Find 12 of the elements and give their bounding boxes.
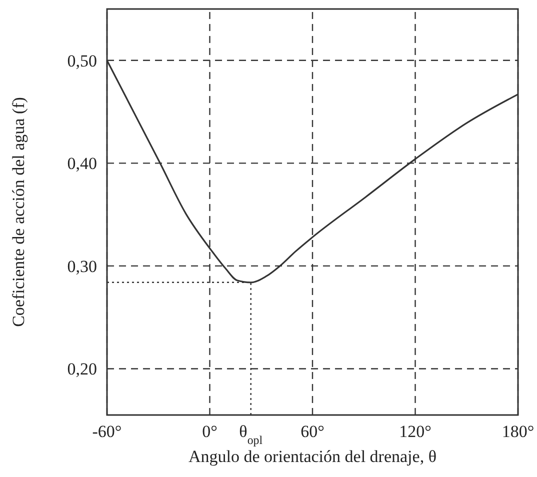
y-tick-label: 0,50 [67,51,97,70]
x-tick-label: 60° [300,422,324,441]
x-tick-label: 180° [502,422,534,441]
y-tick-label: 0,30 [67,256,97,276]
y-tick-label: 0,20 [67,360,97,379]
x-tick-label: 0° [202,422,218,441]
y-tick-label: 0,40 [67,154,97,174]
x-tick-label: -60° [92,422,122,441]
x-tick-label: θ$_{opl}$ [239,422,264,447]
x-axis-title: Angulo de orientación del drenaje, θ [188,447,436,466]
y-axis-title: Coeficiente de acción del agua (f) [9,97,28,327]
x-tick-label: 120° [399,422,432,441]
